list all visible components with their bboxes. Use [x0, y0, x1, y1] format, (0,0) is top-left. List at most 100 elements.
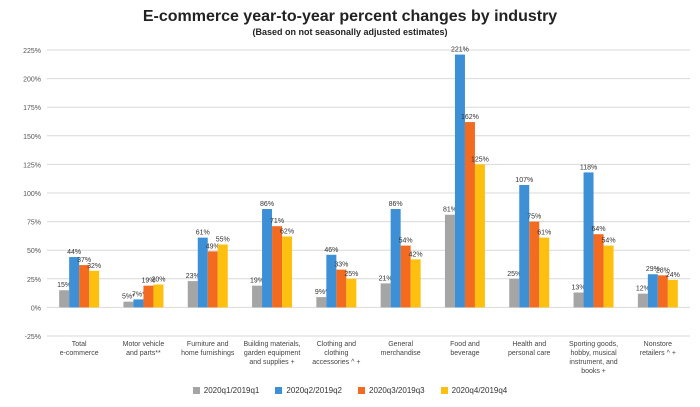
- x-tick-label: Furniture and home furnishings: [181, 341, 235, 357]
- y-tick-label: 100%: [23, 191, 41, 198]
- bar: [282, 236, 293, 308]
- data-label: 46%: [324, 247, 338, 254]
- x-tick-label-line: Building materials,: [243, 341, 300, 348]
- bar: [336, 269, 347, 308]
- bar: [143, 285, 154, 308]
- bar: [89, 270, 100, 308]
- bar: [272, 226, 283, 308]
- data-label: 7%*: [132, 291, 145, 298]
- x-tick-label-line: personal care: [508, 350, 551, 357]
- y-tick-label: 0%: [31, 305, 41, 312]
- x-tick-label-line: and supplies +: [249, 359, 294, 366]
- bar: [529, 221, 540, 308]
- bar: [474, 164, 485, 308]
- data-label: 25%: [507, 271, 521, 278]
- legend-swatch: [440, 387, 448, 394]
- legend-label: 2020q4/2019q4: [451, 386, 508, 395]
- data-label: 64%: [592, 226, 606, 233]
- data-label: 221%: [451, 47, 469, 54]
- legend-item: 2020q1/2019q1: [192, 386, 260, 395]
- data-label: 28%: [656, 267, 670, 274]
- y-tick-label: 150%: [23, 134, 41, 141]
- y-tick-label: 50%: [27, 248, 41, 255]
- bar: [123, 301, 134, 308]
- data-label: 162%: [461, 114, 479, 121]
- bar: [603, 245, 614, 308]
- data-label: 12%: [636, 286, 650, 293]
- x-tick-label: Motor vehicle and parts**: [123, 341, 165, 357]
- data-label: 25%: [344, 271, 358, 278]
- bar: [583, 172, 594, 308]
- data-label: 86%: [389, 201, 403, 208]
- y-tick-label: 25%: [27, 277, 41, 284]
- y-tick-label: -25%: [25, 334, 41, 341]
- legend-item: 2020q4/2019q4: [440, 386, 508, 395]
- bar: [207, 251, 218, 308]
- bar: [390, 209, 401, 308]
- data-label: 118%: [580, 164, 597, 171]
- legend-item: 2020q3/2019q3: [358, 386, 425, 395]
- data-label: 24%: [666, 272, 680, 279]
- x-tick-label-line: hobby, musical: [570, 350, 617, 357]
- x-tick-label-line: Nonstore: [644, 341, 673, 348]
- x-tick-label-line: and parts**: [126, 350, 161, 357]
- data-label: 107%: [515, 177, 533, 184]
- data-label: 49%: [206, 243, 220, 250]
- x-tick-label-line: instrument, and: [569, 359, 617, 366]
- legend-label: 2020q1/2019q1: [203, 386, 260, 395]
- chart-title: E-commerce year-to-year percent changes …: [142, 8, 558, 25]
- legend-label: 2020q2/2019q2: [286, 386, 342, 395]
- x-tick-label: Sporting goods, hobby, musical instrument,…: [569, 341, 618, 375]
- bar: [262, 209, 273, 308]
- y-tick-label: 125%: [23, 162, 41, 169]
- bar: [252, 285, 263, 308]
- bar: [400, 245, 411, 308]
- bar: [444, 214, 455, 308]
- x-tick-label-line: Food and: [450, 341, 480, 348]
- x-tick-label-line: books +: [581, 368, 606, 375]
- bar: [187, 281, 198, 308]
- bar: [519, 184, 530, 308]
- data-label: 81%: [443, 207, 457, 214]
- chart-subtitle: (Based on not seasonally adjusted estima…: [252, 27, 448, 37]
- legend-swatch: [358, 387, 365, 394]
- data-label: 21%: [379, 275, 393, 282]
- data-label: 33%: [334, 262, 348, 269]
- bar: [637, 293, 648, 308]
- bar: [539, 237, 550, 308]
- x-tick-label-line: Total: [72, 341, 87, 348]
- x-tick-label-line: Motor vehicle: [123, 341, 165, 348]
- x-tick-label-line: Health and: [512, 341, 546, 348]
- data-label: 20%: [151, 277, 165, 284]
- y-tick-label: 200%: [23, 77, 41, 84]
- data-label: 19%: [250, 278, 264, 285]
- data-label: 54%: [602, 238, 616, 245]
- data-label: 55%: [216, 236, 230, 243]
- data-label: 42%: [409, 251, 423, 258]
- x-tick-label-line: home furnishings: [181, 350, 235, 357]
- bar: [380, 283, 391, 308]
- bar: [133, 299, 144, 308]
- data-label: 15%: [57, 282, 71, 289]
- legend-swatch: [275, 387, 283, 394]
- data-label: 9%*: [315, 289, 328, 296]
- data-label: 62%: [280, 228, 294, 235]
- data-label: 23%: [186, 273, 200, 280]
- x-tick-label: Clothing and clothing accessories ^ +: [312, 341, 360, 366]
- bar: [657, 275, 668, 308]
- x-tick-label-line: accessories ^ +: [312, 359, 360, 366]
- x-tick-label: Food and beverage: [450, 341, 480, 357]
- data-label: 125%: [471, 156, 489, 163]
- x-tick-label: Building materials, garden equipment and s…: [243, 341, 300, 366]
- bar: [346, 278, 357, 308]
- x-tick-label-line: General: [388, 341, 413, 348]
- x-tick-label-line: e-commerce: [60, 350, 99, 357]
- data-label: 13%: [572, 285, 586, 292]
- legend-swatch: [192, 387, 200, 394]
- y-tick-label: 75%: [27, 220, 41, 227]
- legend: 2020q1/2019q1 2020q2/2019q2 2020q3/2019q…: [0, 386, 700, 395]
- data-label: 29%: [646, 266, 660, 273]
- data-label: 86%: [260, 201, 274, 208]
- bar: [153, 284, 164, 308]
